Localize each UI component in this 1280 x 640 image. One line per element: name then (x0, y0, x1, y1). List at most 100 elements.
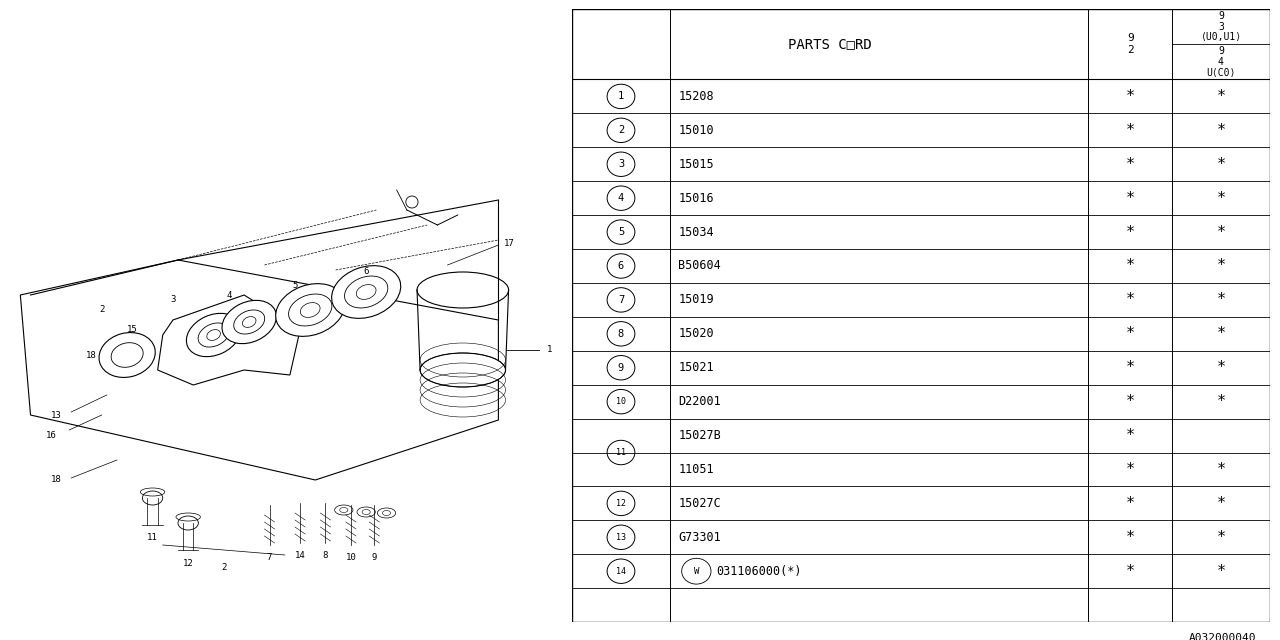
Text: 15027B: 15027B (678, 429, 721, 442)
Text: 9
2: 9 2 (1126, 33, 1134, 56)
Text: 15208: 15208 (678, 90, 714, 103)
Text: *: * (1125, 496, 1135, 511)
Text: *: * (1216, 360, 1225, 375)
Text: *: * (1125, 89, 1135, 104)
Text: 8: 8 (618, 329, 625, 339)
Text: 15019: 15019 (678, 293, 714, 307)
Text: *: * (1216, 394, 1225, 409)
Polygon shape (20, 260, 498, 480)
Circle shape (607, 220, 635, 244)
Text: 11: 11 (616, 448, 626, 457)
Text: *: * (1216, 462, 1225, 477)
Text: G73301: G73301 (678, 531, 721, 544)
Ellipse shape (142, 491, 163, 505)
Text: 7: 7 (618, 295, 625, 305)
Text: 9
3
⟨U0,U1⟩: 9 3 ⟨U0,U1⟩ (1201, 11, 1242, 42)
Text: *: * (1125, 123, 1135, 138)
Text: *: * (1125, 360, 1135, 375)
Text: D22001: D22001 (678, 395, 721, 408)
Text: 3: 3 (170, 296, 175, 305)
Text: B50604: B50604 (678, 259, 721, 273)
Text: 2: 2 (221, 563, 227, 573)
Circle shape (607, 84, 635, 109)
Text: 13: 13 (51, 410, 61, 419)
Text: *: * (1216, 89, 1225, 104)
Text: *: * (1216, 259, 1225, 273)
Text: 10: 10 (616, 397, 626, 406)
Text: 15034: 15034 (678, 225, 714, 239)
Text: *: * (1125, 259, 1135, 273)
Text: *: * (1125, 191, 1135, 205)
Text: *: * (1216, 496, 1225, 511)
Ellipse shape (187, 314, 241, 356)
Text: *: * (1216, 225, 1225, 239)
Text: 14: 14 (616, 566, 626, 576)
Circle shape (607, 559, 635, 584)
Text: 15015: 15015 (678, 157, 714, 171)
Text: 15010: 15010 (678, 124, 714, 137)
Text: 13: 13 (616, 532, 626, 542)
Circle shape (607, 356, 635, 380)
Text: 11051: 11051 (678, 463, 714, 476)
Text: 1: 1 (618, 92, 625, 101)
Circle shape (607, 389, 635, 414)
Text: *: * (1125, 462, 1135, 477)
Ellipse shape (221, 300, 276, 344)
Text: 9
4
U⟨C0⟩: 9 4 U⟨C0⟩ (1206, 46, 1235, 77)
Text: 8: 8 (323, 552, 328, 561)
Circle shape (607, 288, 635, 312)
Circle shape (607, 186, 635, 211)
Text: *: * (1125, 530, 1135, 545)
Text: *: * (1125, 564, 1135, 579)
Text: 5: 5 (292, 280, 298, 289)
Text: *: * (1216, 191, 1225, 205)
Text: 16: 16 (46, 431, 56, 440)
Text: 15027C: 15027C (678, 497, 721, 510)
Text: PARTS C□RD: PARTS C□RD (788, 37, 872, 51)
Text: *: * (1216, 530, 1225, 545)
Text: *: * (1125, 157, 1135, 172)
Text: 9: 9 (371, 554, 378, 563)
Text: 4: 4 (618, 193, 625, 203)
Text: *: * (1125, 225, 1135, 239)
Text: 1: 1 (548, 346, 553, 355)
Text: W: W (694, 566, 699, 576)
Text: 3: 3 (618, 159, 625, 169)
Text: 6: 6 (618, 261, 625, 271)
Ellipse shape (178, 516, 198, 530)
Text: *: * (1216, 326, 1225, 341)
Text: 12: 12 (616, 499, 626, 508)
Text: 10: 10 (346, 554, 356, 563)
Text: *: * (1125, 292, 1135, 307)
Circle shape (607, 118, 635, 143)
Text: *: * (1216, 123, 1225, 138)
Ellipse shape (420, 353, 506, 387)
Text: *: * (1216, 292, 1225, 307)
Text: *: * (1216, 157, 1225, 172)
Text: 031106000(*): 031106000(*) (717, 564, 803, 578)
Circle shape (607, 152, 635, 177)
Circle shape (607, 254, 635, 278)
Ellipse shape (99, 333, 155, 378)
Text: 2: 2 (99, 305, 105, 314)
Text: 7: 7 (266, 554, 273, 563)
Polygon shape (157, 295, 300, 385)
Circle shape (607, 322, 635, 346)
Text: 18: 18 (86, 351, 97, 360)
Text: 11: 11 (147, 534, 157, 543)
Text: 17: 17 (503, 239, 515, 248)
Text: *: * (1216, 564, 1225, 579)
Text: 15020: 15020 (678, 327, 714, 340)
Ellipse shape (275, 284, 344, 337)
Text: 9: 9 (618, 363, 625, 372)
Ellipse shape (332, 266, 401, 318)
Circle shape (607, 491, 635, 516)
Text: 2: 2 (618, 125, 625, 135)
Circle shape (607, 525, 635, 550)
Text: 6: 6 (364, 268, 369, 276)
Text: *: * (1125, 394, 1135, 409)
Text: A032000040: A032000040 (1188, 633, 1256, 640)
Text: *: * (1125, 326, 1135, 341)
Text: *: * (1125, 428, 1135, 443)
Circle shape (607, 440, 635, 465)
